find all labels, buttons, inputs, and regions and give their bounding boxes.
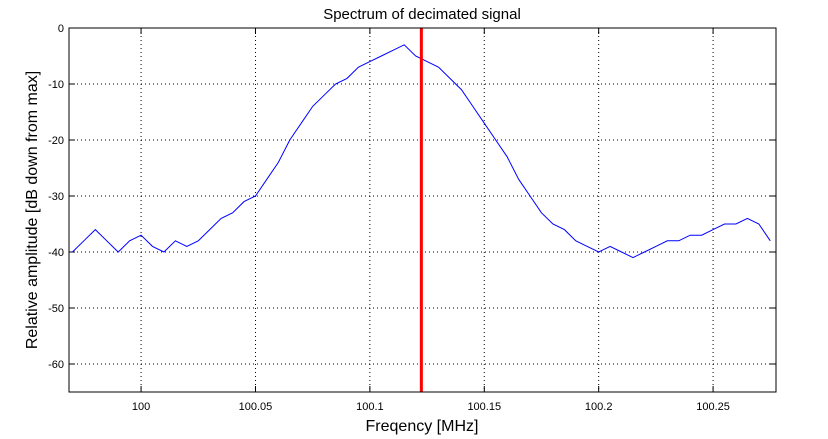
chart-title: Spectrum of decimated signal bbox=[323, 6, 521, 23]
y-axis-label: Relative amplitude [dB down from max] bbox=[24, 71, 41, 349]
y-tick-label: -50 bbox=[48, 303, 64, 315]
y-tick-label: -20 bbox=[48, 135, 64, 147]
plot-frame bbox=[68, 27, 777, 393]
x-tick-label: 100.15 bbox=[467, 401, 501, 413]
x-axis-label: Freqency [MHz] bbox=[366, 418, 479, 435]
grid bbox=[69, 27, 776, 392]
x-tick-label: 100.1 bbox=[356, 401, 384, 413]
x-tick-label: 100.25 bbox=[696, 401, 730, 413]
y-tick-label: 0 bbox=[58, 23, 64, 35]
y-tick-label: -40 bbox=[48, 247, 64, 259]
y-tick-label: -30 bbox=[48, 191, 64, 203]
x-tick-label: 100.05 bbox=[239, 401, 273, 413]
y-tick-label: -10 bbox=[48, 79, 64, 91]
x-tick-label: 100 bbox=[132, 401, 150, 413]
axes: 100 100.05 100.1 100.15 100.2 100.25 0 -10 -20 -3… bbox=[48, 23, 776, 413]
y-tick-label: -60 bbox=[48, 359, 64, 371]
x-tick-label: 100.2 bbox=[585, 401, 613, 413]
